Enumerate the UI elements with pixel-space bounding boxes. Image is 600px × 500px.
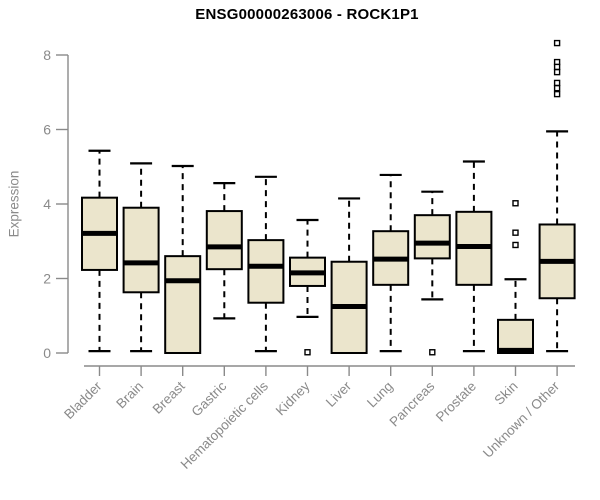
outlier-point [553, 68, 561, 76]
boxplot-pancreas [413, 190, 451, 356]
iqr-box [247, 239, 285, 304]
outlier-point [512, 229, 519, 236]
boxplot-prostate [455, 160, 493, 353]
x-tick-label-kidney: Kidney [273, 378, 313, 418]
iqr-box [413, 214, 451, 260]
x-tick-label-skin: Skin [491, 379, 520, 408]
outlier-point [553, 84, 561, 92]
outlier-point [429, 349, 436, 356]
x-tick-label-lung: Lung [364, 379, 396, 411]
x-tick-label-breast: Breast [150, 378, 188, 416]
outlier-point [553, 79, 561, 87]
outlier-point [553, 63, 561, 71]
x-tick-label-prostate: Prostate [433, 379, 479, 425]
outlier-point [512, 241, 519, 249]
x-tick-label-gastric: Gastric [189, 378, 230, 419]
x-tick-label-bladder: Bladder [61, 378, 105, 422]
boxplot-kidney [289, 218, 326, 356]
outlier-point [512, 200, 519, 207]
x-tick-label-pancreas: Pancreas [386, 378, 437, 429]
outlier-point [304, 349, 311, 356]
boxplot-breast [164, 164, 202, 354]
boxplot-gastric [205, 182, 243, 320]
iqr-box [122, 206, 160, 294]
chart-title: ENSG00000263006 - ROCK1P1 [195, 6, 419, 23]
y-tick-label: 6 [43, 122, 51, 138]
outlier-point [553, 90, 561, 98]
iqr-box [205, 210, 243, 271]
x-tick-label-unknown-other: Unknown / Other [480, 378, 563, 461]
y-tick-label: 2 [43, 271, 51, 287]
iqr-box [164, 255, 202, 354]
outlier-point [553, 39, 561, 47]
x-tick-label-liver: Liver [323, 378, 355, 410]
y-tick-label: 8 [43, 47, 51, 63]
boxplot-lung [372, 173, 410, 353]
y-tick-label: 4 [43, 196, 51, 212]
iqr-box [497, 318, 534, 355]
boxplot-unknown-other [538, 39, 576, 353]
boxplot-hematopoietic-cells [247, 175, 285, 353]
boxplot-brain [122, 162, 160, 353]
x-tick-label-brain: Brain [113, 379, 146, 412]
y-tick-label: 0 [43, 345, 51, 361]
boxplot-liver [330, 197, 368, 354]
boxplot-skin [497, 200, 534, 355]
boxplot-bladder [81, 149, 118, 353]
